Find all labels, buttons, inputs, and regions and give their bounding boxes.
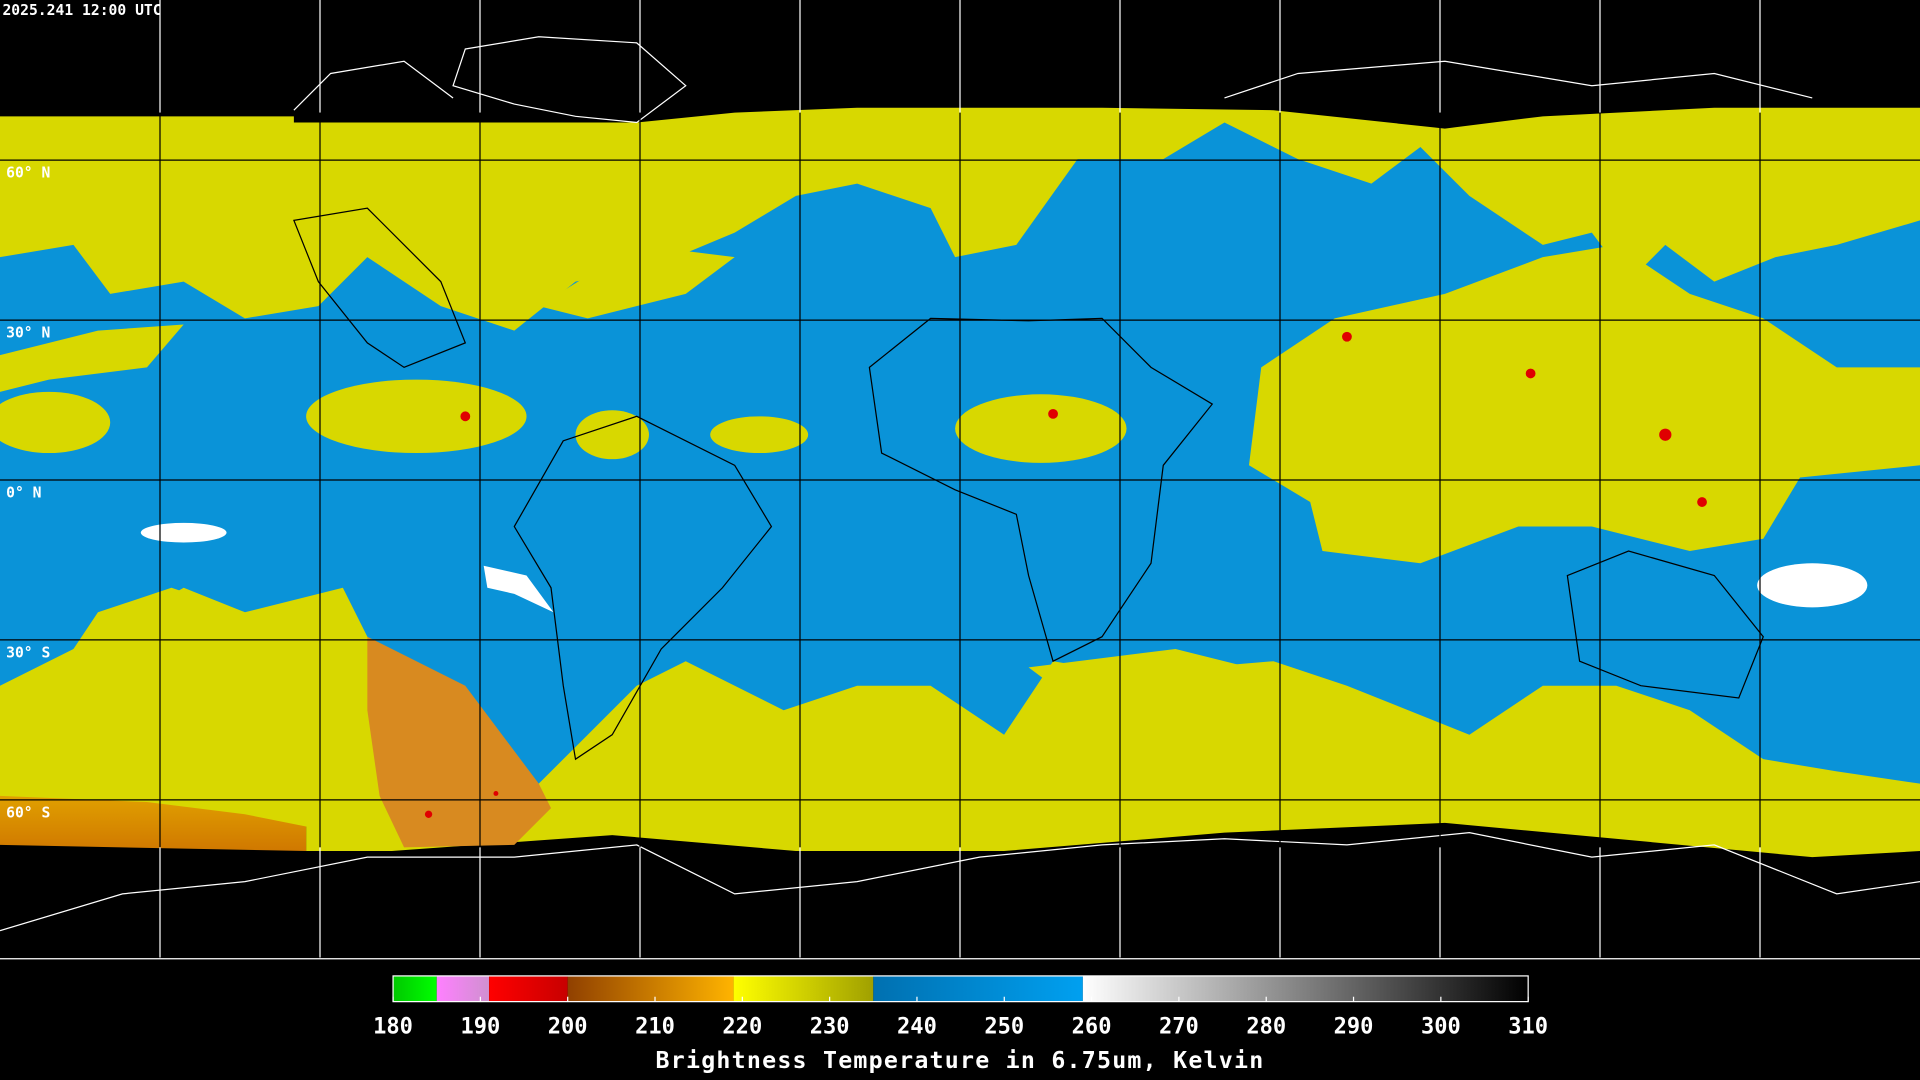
latitude-label: 60° N xyxy=(6,165,50,182)
latitude-label: 60° S xyxy=(6,804,50,821)
colorbar-segment xyxy=(489,975,568,1002)
colorbar-tick-label: 280 xyxy=(1246,1014,1286,1039)
colorbar-tick-label: 270 xyxy=(1159,1014,1199,1039)
colorbar-tick-label: 200 xyxy=(548,1014,588,1039)
cold-region xyxy=(367,636,552,848)
warm-region xyxy=(140,522,1868,613)
latitude-label: 30° S xyxy=(6,644,50,661)
cold-region xyxy=(0,795,307,852)
colorbar-tick-label: 190 xyxy=(460,1014,500,1039)
colorbar-segment xyxy=(873,975,1083,1002)
colorbar-tick-label: 210 xyxy=(635,1014,675,1039)
latitude-label: 0° N xyxy=(6,484,41,501)
colorbar-segment xyxy=(567,975,734,1002)
colorbar-tick-label: 180 xyxy=(373,1014,413,1039)
convective-region xyxy=(710,416,809,454)
coastline xyxy=(0,36,1920,932)
timestamp: 2025.241 12:00 UTC xyxy=(2,2,161,19)
colorbar-segment xyxy=(436,975,490,1002)
graticule xyxy=(159,0,1761,958)
colorbar: 180 190 200 210 220 230 240 250 260 270 280 290 300 3… xyxy=(373,975,1548,1039)
deep-convection xyxy=(424,331,1707,818)
moist-region xyxy=(0,587,245,760)
moist-region xyxy=(1028,648,1421,735)
latitude-labels: 60° N 30° N 0° N 30° S 60° S xyxy=(6,165,50,822)
colorbar-tick-label: 300 xyxy=(1421,1014,1461,1039)
colorbar-tick-label: 250 xyxy=(984,1014,1024,1039)
colorbar-tick-label: 240 xyxy=(897,1014,937,1039)
colorbar-segment xyxy=(733,975,874,1002)
colorbar-tick-label: 230 xyxy=(810,1014,850,1039)
convective-region xyxy=(955,394,1127,463)
colorbar-label: Brightness Temperature in 6.75um, Kelvin xyxy=(656,1047,1265,1074)
colorbar-tick-label: 310 xyxy=(1508,1014,1548,1039)
convective-region xyxy=(0,391,111,454)
convective-region xyxy=(1248,244,1920,564)
convective-region xyxy=(575,410,649,460)
colorbar-segment xyxy=(393,975,437,1002)
colorbar-frame xyxy=(392,975,1529,1003)
convective-region xyxy=(306,379,527,454)
colorbar-tick-label: 290 xyxy=(1334,1014,1374,1039)
colorbar-tick-label: 260 xyxy=(1072,1014,1112,1039)
latitude-label: 30° N xyxy=(6,325,50,342)
moist-region xyxy=(538,244,735,319)
colorbar-segment xyxy=(1082,975,1529,1002)
moist-region xyxy=(0,324,184,392)
colorbar-tick-label: 220 xyxy=(722,1014,762,1039)
